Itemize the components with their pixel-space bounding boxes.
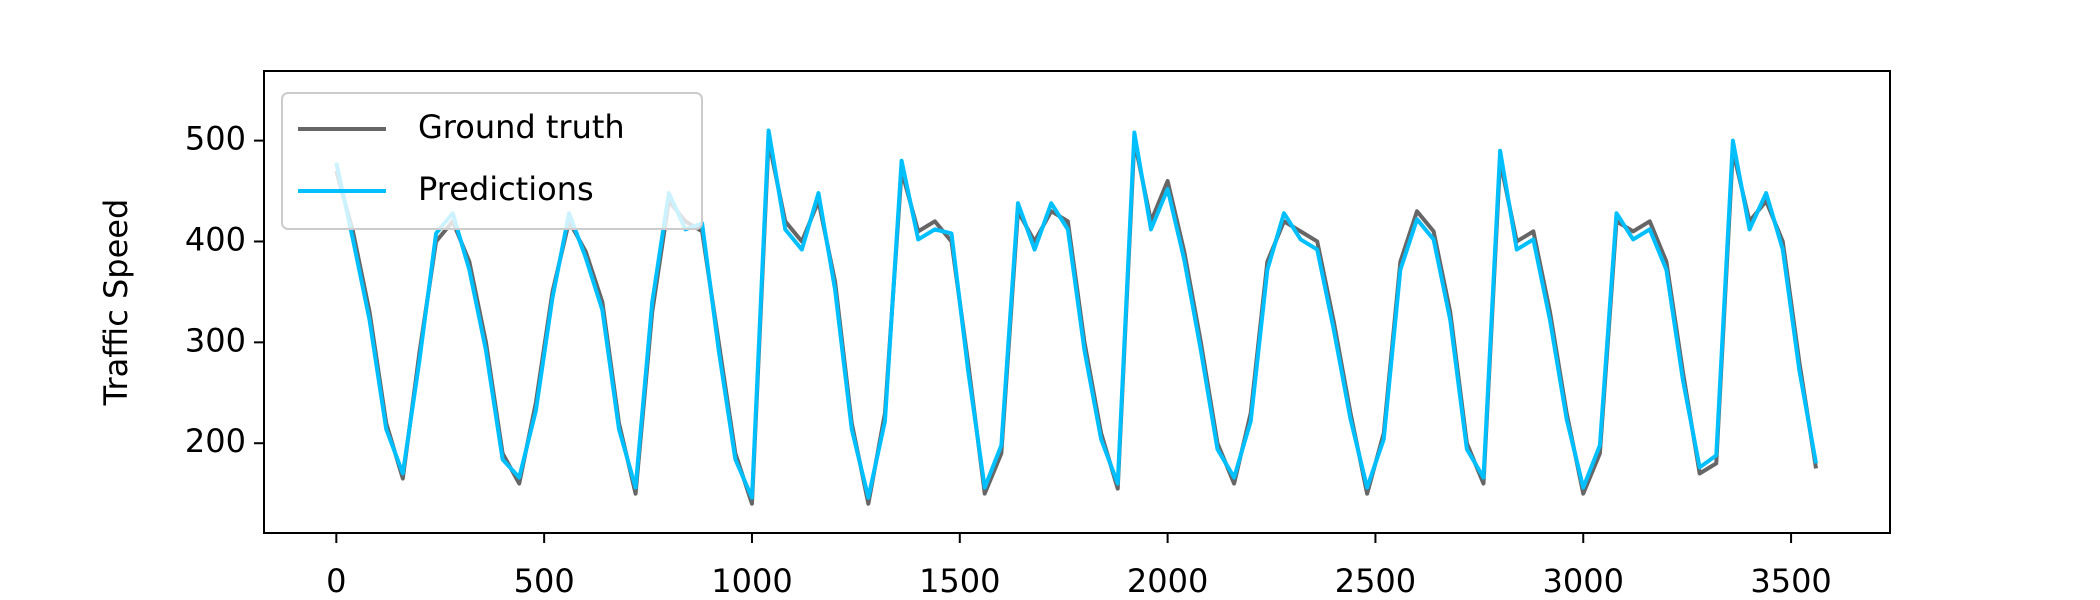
data-line	[334, 128, 1818, 500]
x-tick-label: 3000	[1543, 562, 1624, 600]
legend-box	[281, 92, 703, 230]
x-tick-label: 3500	[1750, 562, 1831, 600]
legend-label: Predictions	[418, 170, 594, 208]
x-tick-label: 2500	[1335, 562, 1416, 600]
y-tick-label: 200	[185, 422, 246, 460]
x-tick-label: 500	[514, 562, 575, 600]
x-tick-label: 2000	[1127, 562, 1208, 600]
x-tick-label: 1000	[711, 562, 792, 600]
y-tick-label: 500	[185, 120, 246, 158]
x-tick-label: 0	[326, 562, 346, 600]
y-axis-label: Traffic Speed	[97, 199, 135, 407]
plot-area	[334, 128, 1818, 506]
plot-frame	[263, 70, 1891, 534]
y-tick-label: 300	[185, 321, 246, 359]
x-tick-label: 1500	[919, 562, 1000, 600]
legend-label: Ground truth	[418, 108, 625, 146]
y-tick-label: 400	[185, 220, 246, 258]
